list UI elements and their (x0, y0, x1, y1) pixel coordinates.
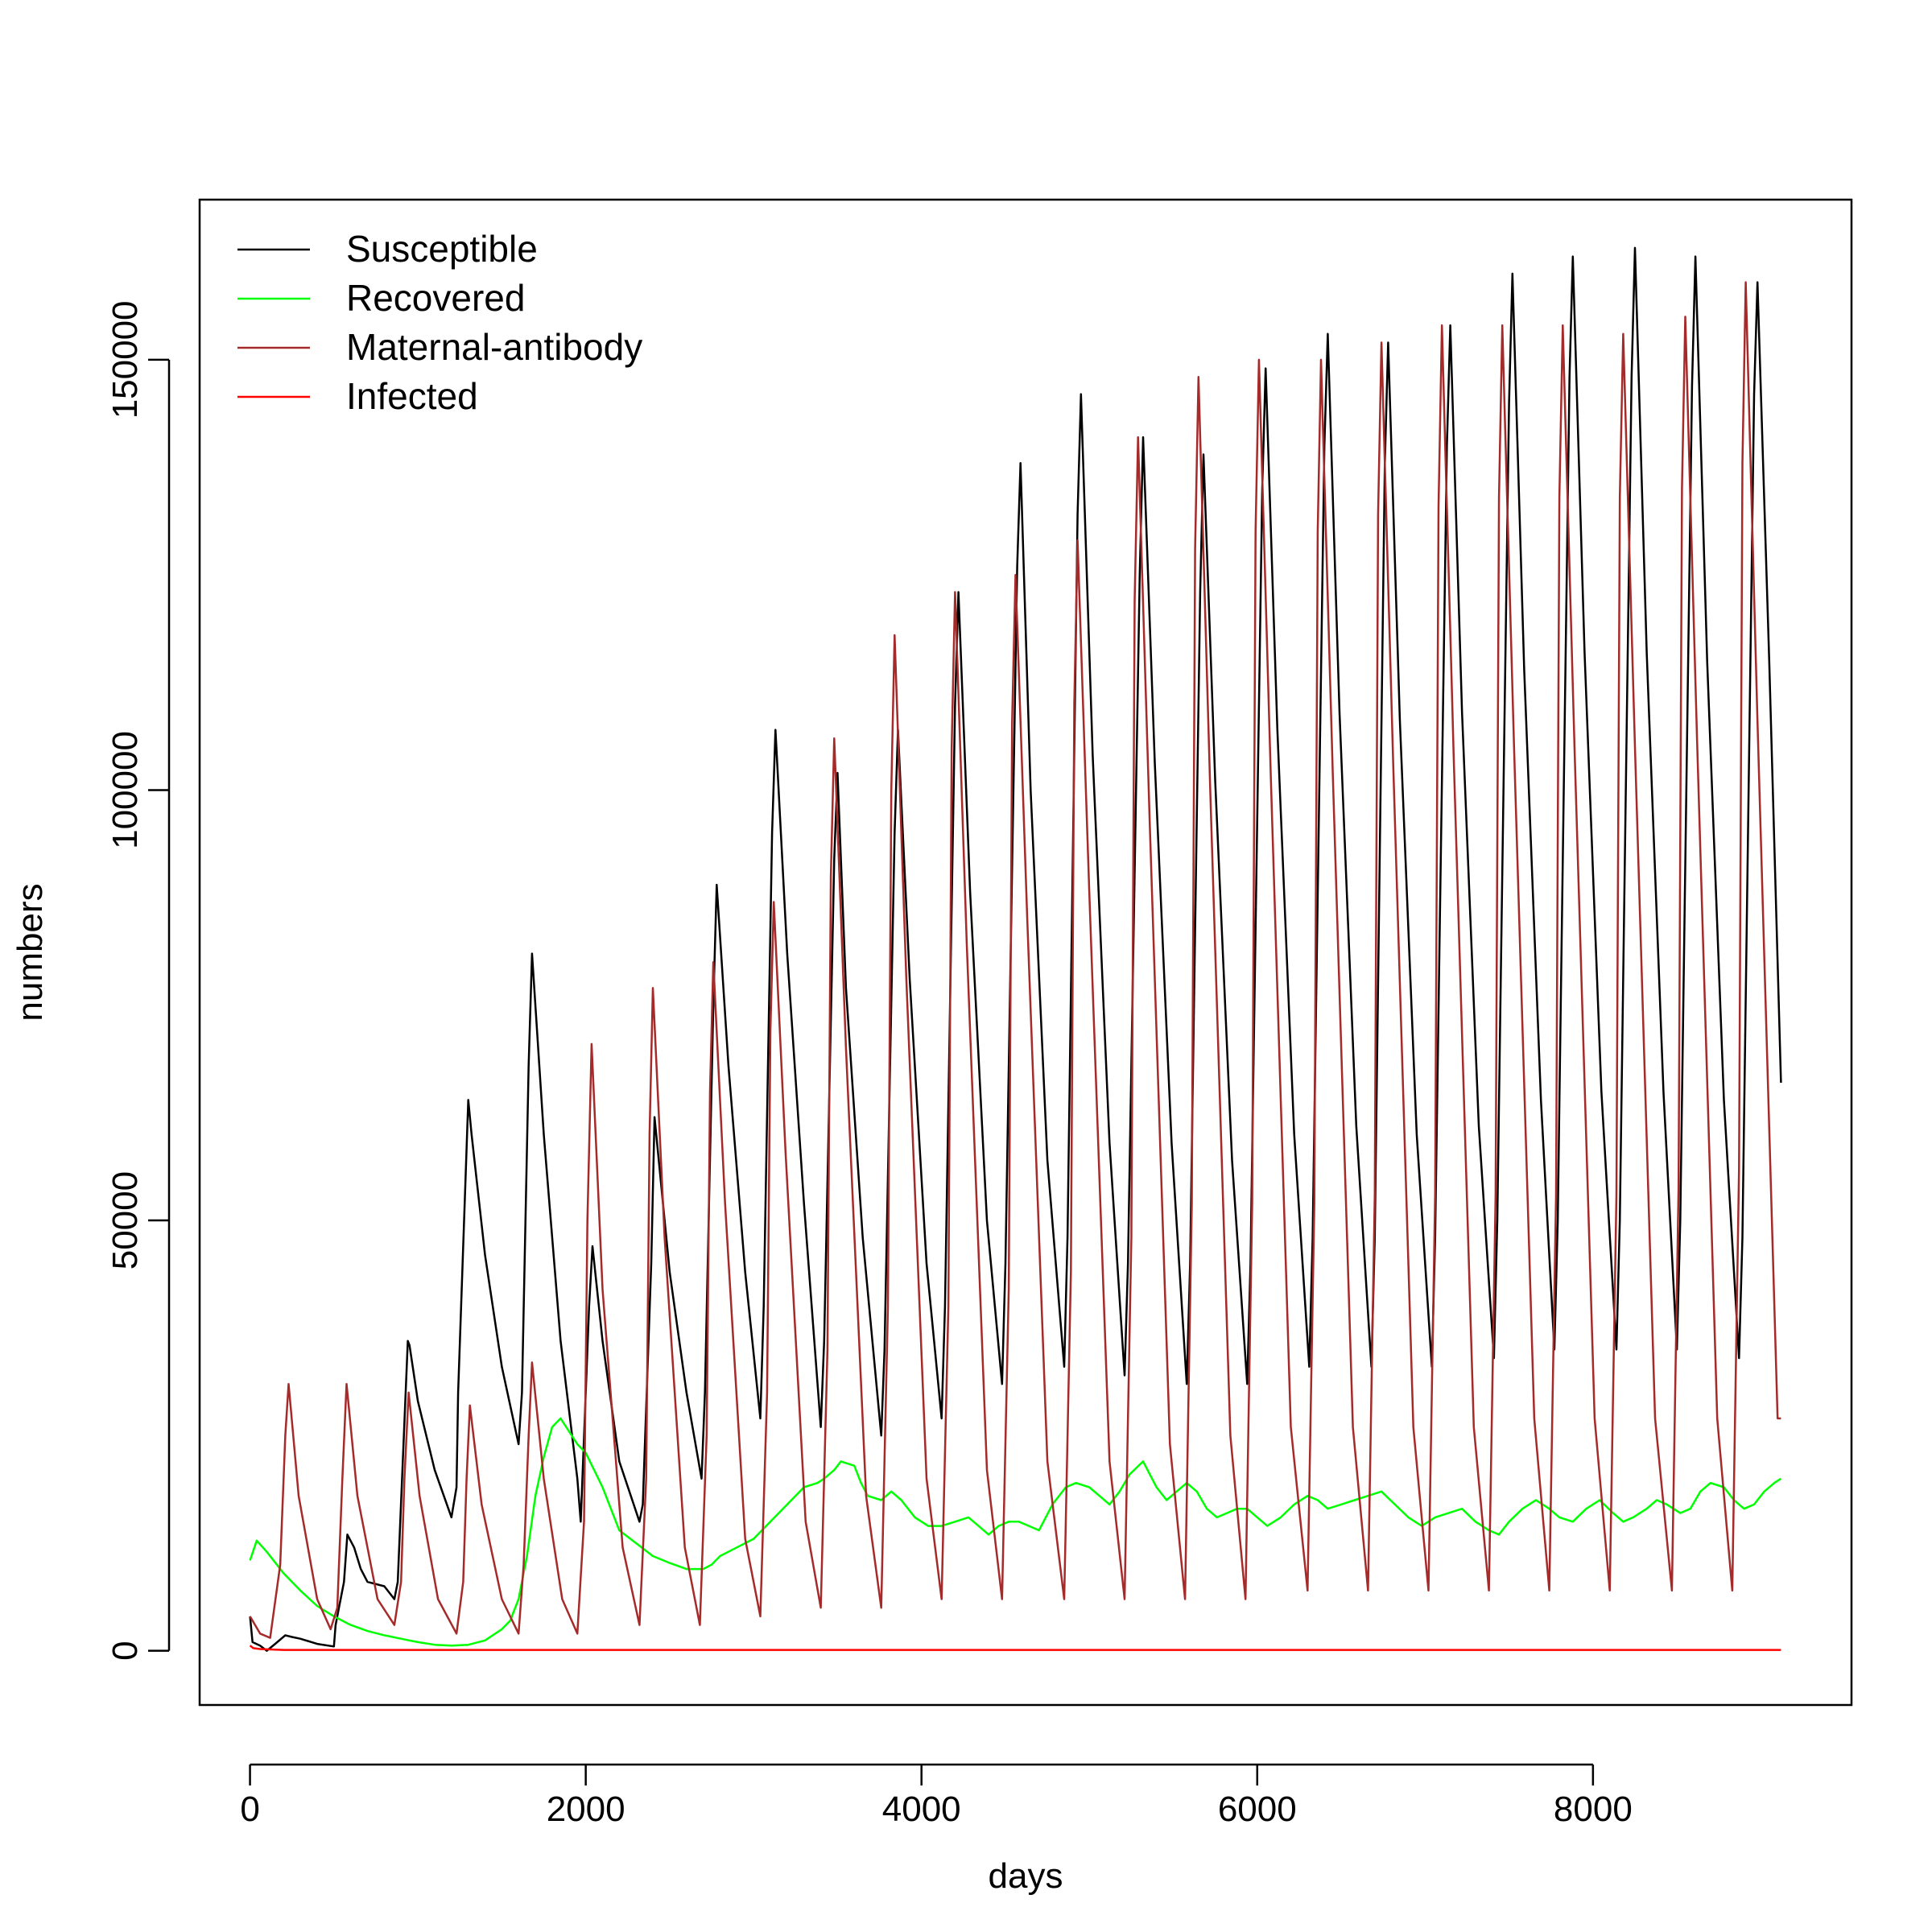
y-tick-label: 100000 (105, 731, 145, 849)
legend: Susceptible Recovered Maternal-antibody Inf… (237, 228, 642, 417)
y-tick-label: 150000 (105, 300, 145, 419)
x-tick-label: 2000 (547, 1790, 625, 1829)
x-axis-label: days (989, 1856, 1063, 1896)
series-line-3 (249, 281, 1781, 1639)
x-tick-label: 6000 (1218, 1790, 1297, 1829)
y-tick-label: 0 (105, 1641, 145, 1660)
y-axis-label: numbers (10, 883, 50, 1021)
x-tick-label: 4000 (882, 1790, 961, 1829)
series-layer (249, 246, 1782, 1652)
x-axis: 0 2000 4000 6000 8000 (240, 1763, 1633, 1829)
legend-label: Maternal-antibody (346, 326, 642, 368)
legend-label: Susceptible (346, 228, 538, 270)
x-tick-label: 8000 (1554, 1790, 1633, 1829)
y-axis: 0 50000 100000 150000 (105, 300, 171, 1661)
y-tick-label: 50000 (105, 1171, 145, 1269)
series-line-1 (249, 246, 1782, 1652)
legend-label: Recovered (346, 277, 525, 319)
legend-label: Infected (346, 375, 478, 417)
x-tick-label: 0 (240, 1790, 259, 1829)
plot-frame (198, 198, 1853, 1707)
series-line-4 (249, 1645, 1781, 1651)
